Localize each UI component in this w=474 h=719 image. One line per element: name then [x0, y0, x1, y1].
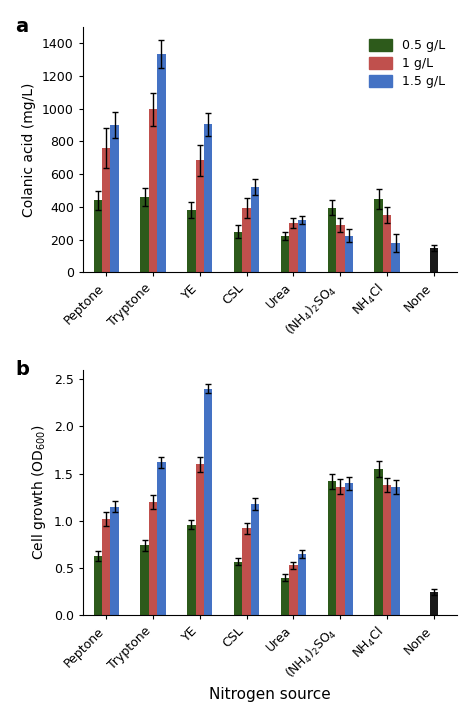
- Bar: [298, 220, 306, 273]
- Bar: [383, 485, 392, 615]
- Bar: [336, 225, 345, 273]
- Bar: [345, 236, 353, 273]
- Bar: [392, 487, 400, 615]
- Y-axis label: Colanic acid (mg/L): Colanic acid (mg/L): [22, 83, 36, 217]
- Legend: 0.5 g/L, 1 g/L, 1.5 g/L: 0.5 g/L, 1 g/L, 1.5 g/L: [363, 33, 451, 94]
- Bar: [140, 197, 149, 273]
- Bar: [345, 483, 353, 615]
- Bar: [430, 248, 438, 273]
- Bar: [204, 124, 212, 273]
- Bar: [110, 125, 119, 273]
- Bar: [102, 148, 110, 273]
- Bar: [289, 224, 298, 273]
- Bar: [289, 565, 298, 615]
- Bar: [242, 208, 251, 273]
- Bar: [157, 462, 165, 615]
- Bar: [234, 562, 242, 615]
- Bar: [251, 504, 259, 615]
- Bar: [187, 525, 196, 615]
- X-axis label: Nitrogen source: Nitrogen source: [209, 687, 331, 702]
- Bar: [328, 208, 336, 273]
- Bar: [336, 487, 345, 615]
- Bar: [110, 507, 119, 615]
- Bar: [281, 577, 289, 615]
- Bar: [374, 469, 383, 615]
- Bar: [234, 232, 242, 273]
- Bar: [93, 201, 102, 273]
- Bar: [251, 187, 259, 273]
- Bar: [102, 519, 110, 615]
- Bar: [196, 464, 204, 615]
- Bar: [140, 546, 149, 615]
- Text: a: a: [15, 17, 28, 36]
- Bar: [187, 210, 196, 273]
- Bar: [157, 54, 165, 273]
- Bar: [204, 388, 212, 615]
- Y-axis label: Cell growth (OD$_{600}$): Cell growth (OD$_{600}$): [30, 425, 48, 560]
- Bar: [328, 481, 336, 615]
- Text: b: b: [15, 360, 29, 379]
- Bar: [149, 502, 157, 615]
- Bar: [242, 528, 251, 615]
- Bar: [149, 109, 157, 273]
- Bar: [93, 556, 102, 615]
- Bar: [298, 554, 306, 615]
- Bar: [383, 215, 392, 273]
- Bar: [196, 160, 204, 273]
- Bar: [430, 592, 438, 615]
- Bar: [374, 198, 383, 273]
- Bar: [392, 243, 400, 273]
- Bar: [281, 236, 289, 273]
